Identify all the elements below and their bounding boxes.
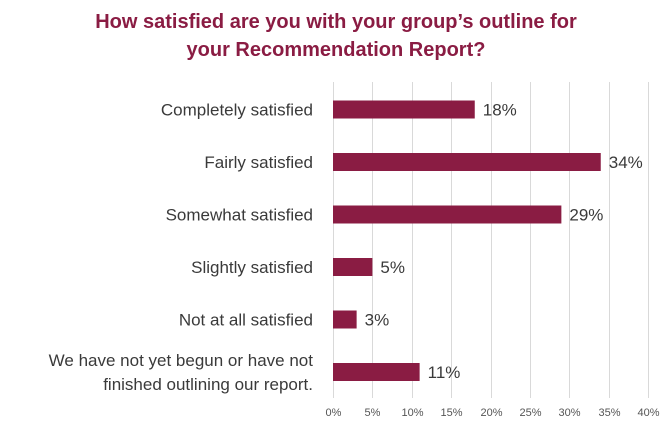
data-label: 3% <box>365 311 390 330</box>
category-label: Fairly satisfied <box>204 153 313 172</box>
data-label: 29% <box>569 206 603 225</box>
chart-title-line-2: your Recommendation Report? <box>186 39 486 61</box>
x-tick-label: 0% <box>326 407 342 419</box>
data-label: 5% <box>380 258 405 277</box>
category-label: finished outlining our report. <box>103 375 313 394</box>
bar <box>333 258 373 276</box>
x-axis-ticks: 0% 5% 10% 15% 20% 25% 30% 35% 40% <box>326 407 660 419</box>
x-tick-label: 5% <box>365 407 381 419</box>
bar <box>333 153 601 171</box>
data-label: 34% <box>609 153 643 172</box>
bar <box>333 310 357 329</box>
x-tick-label: 35% <box>598 407 620 419</box>
category-label: Not at all satisfied <box>179 311 313 330</box>
chart-title: How satisfied are you with your group’s … <box>0 8 672 64</box>
labels-layer: 18% Completely satisfied 34% Fairly satisfi… <box>49 101 643 395</box>
bars-layer <box>333 100 601 381</box>
chart-title-line-1: How satisfied are you with your group’s … <box>95 11 577 33</box>
data-label: 11% <box>428 363 461 382</box>
x-tick-label: 20% <box>480 407 502 419</box>
x-tick-label: 10% <box>401 407 423 419</box>
bar <box>333 205 562 224</box>
data-label: 18% <box>483 101 517 120</box>
grid-layer <box>333 82 649 398</box>
bar <box>333 363 420 381</box>
category-label: Somewhat satisfied <box>166 206 313 225</box>
x-tick-label: 25% <box>519 407 541 419</box>
x-tick-label: 15% <box>440 407 462 419</box>
x-tick-label: 30% <box>558 407 580 419</box>
bar <box>333 100 475 119</box>
category-label: Completely satisfied <box>161 101 313 120</box>
x-tick-label: 40% <box>637 407 659 419</box>
category-label: We have not yet begun or have not <box>49 351 314 370</box>
category-label: Slightly satisfied <box>191 258 313 277</box>
